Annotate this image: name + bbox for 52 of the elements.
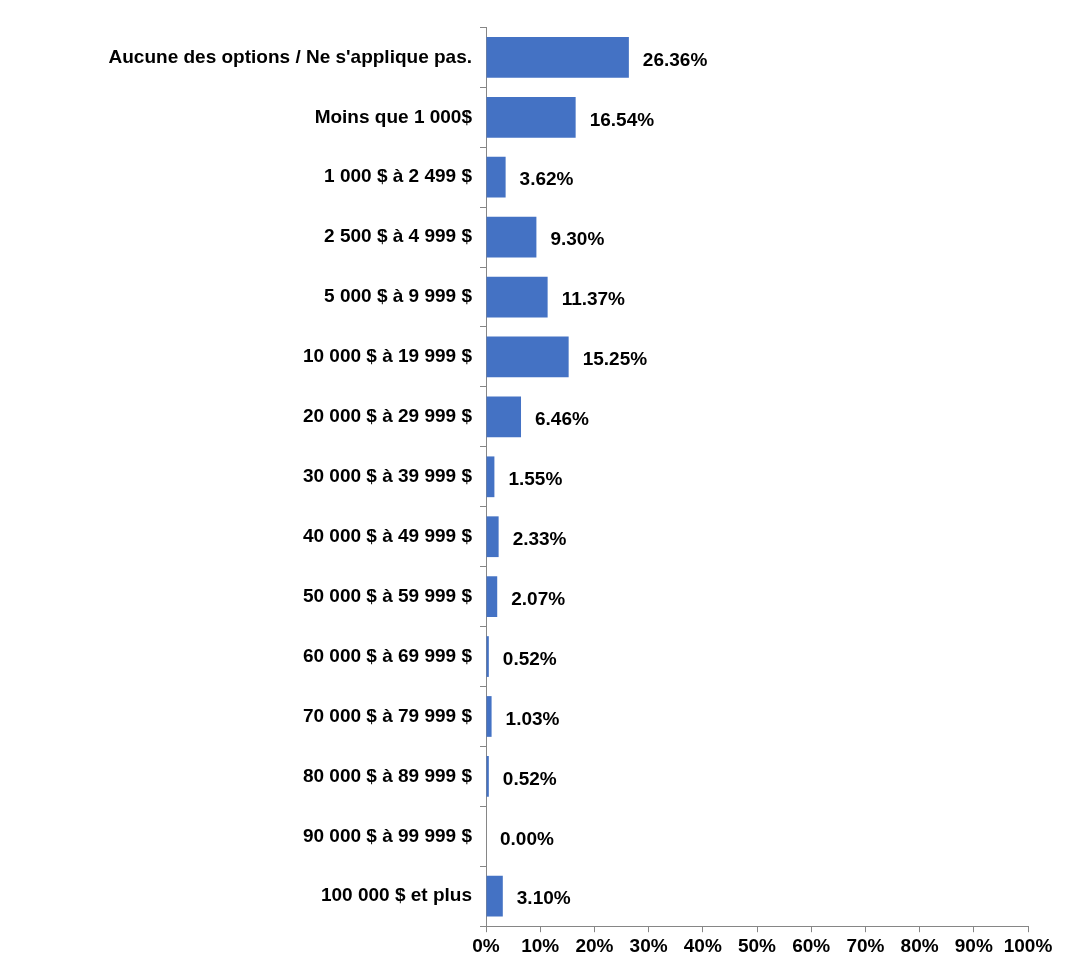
data-label: 15.25% (582, 348, 648, 370)
bar (486, 36, 629, 78)
y-tick-label: 60 000 $ à 69 999 $ (302, 644, 473, 666)
x-tick-label: 30% (629, 934, 668, 956)
x-tick-label: 60% (792, 934, 831, 956)
y-tick-label: 30 000 $ à 39 999 $ (302, 465, 473, 487)
data-label: 6.46% (535, 408, 589, 430)
data-label: 2.33% (512, 527, 567, 549)
data-label: 0.52% (502, 767, 557, 789)
x-tick-label: 0% (472, 934, 500, 956)
data-label: 0.00% (500, 827, 554, 849)
y-tick-label: 50 000 $ à 59 999 $ (302, 584, 473, 606)
data-label: 26.36% (642, 48, 708, 70)
bar (486, 516, 499, 558)
data-label: 9.30% (550, 228, 605, 250)
bar (486, 156, 506, 198)
data-label: 2.07% (511, 587, 566, 609)
y-tick-label: 70 000 $ à 79 999 $ (302, 704, 473, 726)
data-label: 0.52% (502, 647, 557, 669)
bar (486, 96, 576, 138)
y-tick-label: 5 000 $ à 9 999 $ (324, 285, 473, 307)
y-tick-label: 100 000 $ et plus (320, 884, 472, 906)
bar (486, 216, 537, 258)
y-tick-label: 20 000 $ à 29 999 $ (302, 405, 473, 427)
x-tick-label: 50% (737, 934, 777, 956)
x-tick-label: 100% (1003, 934, 1053, 956)
y-tick-label: 1 000 $ à 2 499 $ (324, 165, 473, 187)
data-label: 11.37% (561, 288, 626, 310)
y-tick-label: 90 000 $ à 99 999 $ (302, 824, 473, 846)
data-label: 3.62% (519, 168, 574, 190)
bar (486, 696, 492, 737)
x-tick-label: 70% (846, 934, 885, 956)
x-tick-label: 90% (954, 934, 993, 956)
data-label: 3.10% (516, 887, 571, 909)
data-label: 16.54% (589, 108, 655, 130)
y-tick-label: Aucune des options / Ne s'applique pas. (108, 45, 472, 67)
bar (486, 576, 498, 618)
bar (486, 396, 522, 438)
y-tick-label: Moins que 1 000$ (314, 105, 473, 127)
y-tick-label: 10 000 $ à 19 999 $ (302, 345, 473, 367)
bar (486, 336, 569, 378)
y-tick-label: 80 000 $ à 89 999 $ (302, 764, 473, 786)
x-tick-label: 40% (683, 934, 722, 956)
y-tick-label: 40 000 $ à 49 999 $ (302, 524, 473, 546)
x-tick-label: 80% (900, 934, 939, 956)
bar (486, 875, 503, 917)
x-tick-label: 20% (575, 934, 614, 956)
y-tick-label: 2 500 $ à 4 999 $ (324, 225, 473, 247)
bar (486, 276, 548, 318)
data-label: 1.03% (505, 707, 560, 729)
data-label: 1.55% (508, 468, 563, 490)
x-tick-label: 10% (521, 934, 560, 956)
